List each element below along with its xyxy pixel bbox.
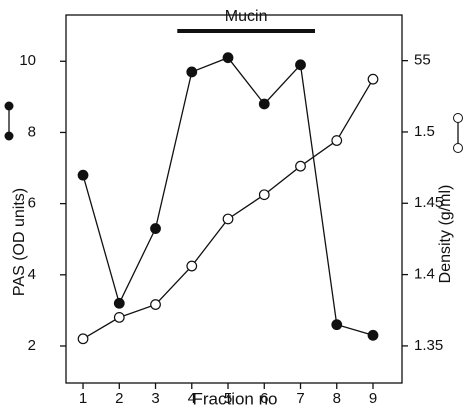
data-point	[150, 223, 161, 234]
x-tick-label: 4	[188, 390, 196, 407]
data-point	[186, 66, 198, 78]
y2-tick-label: 1.4	[414, 266, 435, 283]
plot-frame	[65, 14, 403, 384]
y2-legend-icon	[453, 113, 463, 153]
y-axis-label: PAS (OD units)	[11, 188, 28, 296]
x-tick-label: 3	[151, 390, 159, 407]
data-point	[258, 189, 270, 201]
data-point	[113, 311, 125, 323]
data-point	[295, 160, 306, 172]
y-tick-label: 4	[28, 266, 36, 283]
series-line	[82, 78, 374, 340]
annotation-label: Mucin	[225, 8, 268, 25]
data-point	[150, 299, 161, 310]
data-point	[367, 73, 379, 85]
series-line	[82, 56, 374, 336]
x-tick-label: 1	[79, 390, 87, 407]
data-point	[113, 297, 125, 309]
data-point	[367, 329, 379, 341]
y2-tick-label: 1.35	[414, 337, 443, 354]
y-tick-label: 10	[19, 52, 36, 69]
x-tick-label: 9	[369, 390, 377, 407]
y2-tick-label: 1.5	[414, 123, 435, 140]
y-tick-label: 6	[28, 195, 36, 212]
data-point	[331, 319, 343, 331]
data-point	[77, 169, 89, 181]
x-tick-label: 7	[296, 390, 304, 407]
y2-tick-label: 55	[414, 52, 431, 69]
y2-axis-label: Density (g/ml)	[437, 185, 454, 284]
x-axis-label: Fraction no	[192, 389, 277, 408]
x-tick-label: 6	[260, 390, 268, 407]
y-legend-icon	[4, 101, 14, 141]
data-point	[186, 260, 198, 272]
data-point	[222, 213, 234, 225]
y-tick-label: 8	[28, 123, 36, 140]
y2-tick-label: 1.45	[414, 194, 443, 211]
x-tick-label: 5	[224, 390, 232, 407]
data-point	[258, 98, 270, 110]
data-point	[77, 333, 89, 345]
y-tick-label: 2	[28, 337, 36, 354]
x-tick-label: 8	[333, 390, 341, 407]
x-tick-label: 2	[115, 390, 123, 407]
data-point	[295, 59, 306, 71]
data-point	[331, 135, 343, 146]
data-point	[222, 52, 234, 64]
